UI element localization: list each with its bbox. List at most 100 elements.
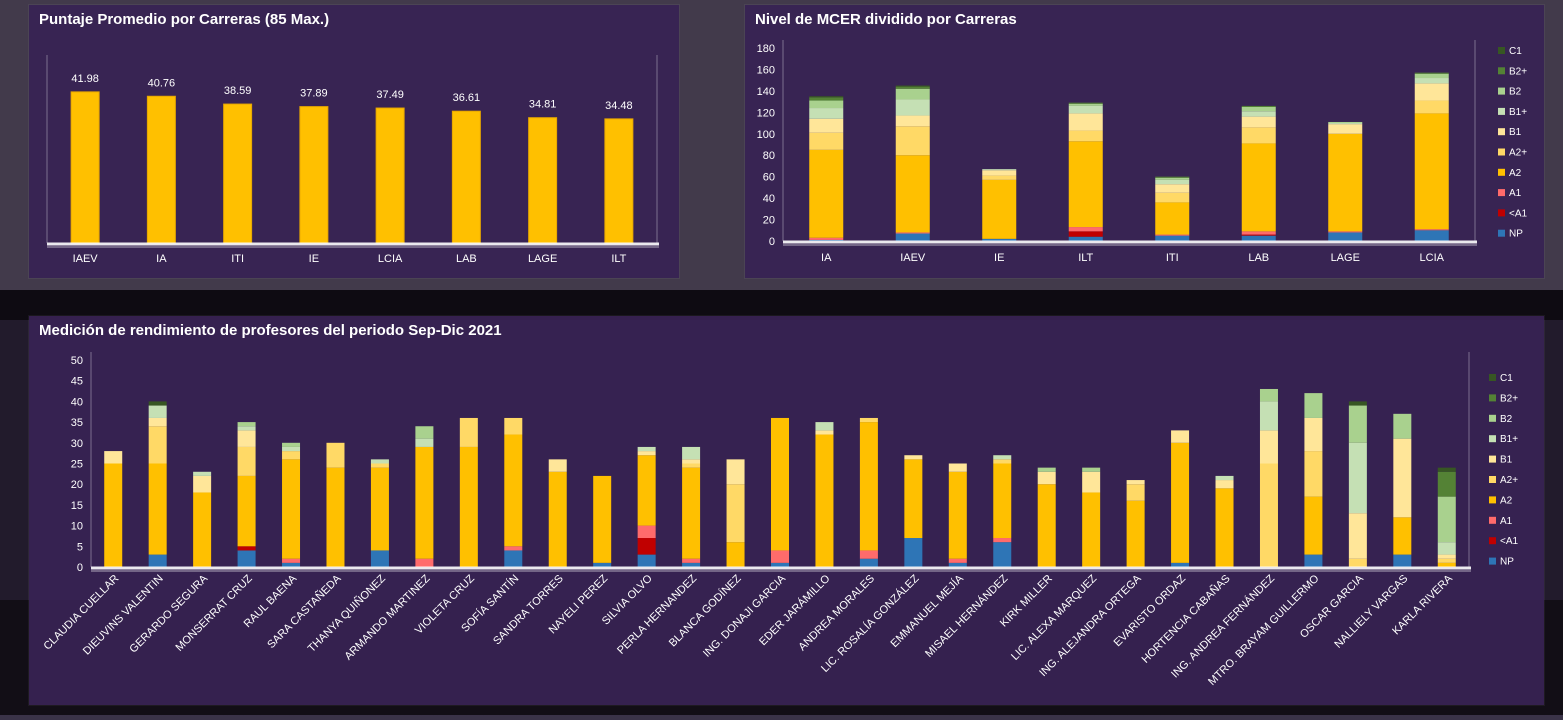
stacked-bar-segment (1068, 130, 1103, 142)
y-tick-label: 40 (71, 396, 83, 408)
bar (451, 110, 481, 244)
stacked-bar-segment (1304, 393, 1323, 418)
legend-swatch (1489, 414, 1496, 422)
stacked-bar-segment (904, 459, 923, 539)
y-tick-label: 0 (769, 236, 775, 248)
stacked-bar-segment (895, 232, 930, 234)
stacked-bar-segment (1437, 542, 1456, 555)
stacked-bar-segment (1155, 202, 1190, 235)
stacked-bar-segment (1259, 463, 1278, 567)
stacked-bar-segment (459, 417, 478, 447)
stacked-bar-segment (1304, 417, 1323, 452)
stacked-bar-segment (1414, 113, 1449, 230)
stacked-bar-segment (1259, 430, 1278, 464)
legend-label: A2 (1500, 495, 1513, 506)
stacked-bar-segment (895, 233, 930, 241)
y-tick-label: 25 (71, 459, 83, 471)
stacked-bar-segment (809, 96, 844, 98)
legend-swatch (1498, 67, 1505, 75)
stacked-bar-segment (895, 99, 930, 116)
stacked-bar-segment (1414, 230, 1449, 241)
stacked-bar-segment (104, 451, 123, 464)
stacked-bar-segment (809, 132, 844, 150)
stacked-bar-segment (1328, 124, 1363, 134)
bar (146, 95, 176, 244)
stacked-bar-segment (1393, 413, 1412, 439)
stacked-bar-segment (1068, 141, 1103, 228)
stacked-bar-segment (948, 558, 967, 563)
stacked-bar-segment (859, 422, 878, 551)
stacked-bar-segment (809, 237, 844, 240)
stacked-bar-segment (982, 169, 1017, 171)
y-tick-label: 180 (757, 43, 775, 55)
stacked-bar-segment (895, 88, 930, 100)
stacked-bar-segment (1241, 127, 1276, 144)
legend-swatch (1498, 107, 1505, 115)
stacked-bar-segment (993, 459, 1012, 464)
stacked-bar-segment (637, 525, 656, 539)
stacked-bar-segment (1241, 143, 1276, 232)
stacked-bar-segment (504, 434, 523, 547)
x-tick-label: ANDREA MORALES (796, 573, 877, 654)
stacked-bar-segment (771, 417, 789, 551)
y-tick-label: 20 (71, 479, 83, 491)
bar (70, 91, 100, 244)
data-label: 36.61 (453, 92, 481, 104)
stacked-bar-segment (1414, 229, 1449, 231)
stacked-bar-segment (859, 550, 878, 559)
stacked-bar-segment (1437, 471, 1456, 497)
legend-label: B1+ (1500, 434, 1518, 445)
stacked-bar-segment (1304, 451, 1323, 497)
legend-swatch (1498, 87, 1505, 95)
legend-label: B1 (1509, 127, 1522, 138)
stacked-bar-segment (1068, 102, 1103, 104)
stacked-bar-segment (895, 155, 930, 233)
stacked-bar-segment (1241, 105, 1276, 107)
stacked-bar-segment (637, 446, 656, 452)
stacked-bar-segment (726, 484, 745, 543)
legend-label: A2 (1509, 168, 1522, 179)
stacked-bar-segment (1304, 554, 1323, 567)
stacked-bar-segment (1348, 558, 1367, 567)
data-label: 40.76 (148, 77, 176, 89)
stacked-bar-segment (1241, 234, 1276, 236)
legend-swatch (1498, 128, 1505, 136)
stacked-bar-segment (1348, 513, 1367, 559)
x-tick-label: LCIA (1420, 252, 1445, 264)
legend-swatch (1498, 47, 1505, 54)
x-tick-label: IAEV (73, 253, 99, 265)
legend-label: A1 (1500, 516, 1513, 527)
legend-label: A1 (1509, 188, 1522, 199)
x-tick-label: LAB (456, 253, 477, 265)
stacked-bar-segment (415, 426, 434, 439)
stacked-bar-segment (504, 550, 523, 567)
legend-label: C1 (1509, 46, 1522, 57)
data-label: 34.81 (529, 99, 557, 111)
stacked-bar-segment (370, 463, 389, 468)
y-tick-label: 50 (71, 355, 83, 367)
stacked-bar-segment (895, 126, 930, 156)
stacked-bar-segment (1304, 496, 1323, 555)
stacked-bar-segment (809, 239, 844, 241)
stacked-bar-segment (237, 422, 256, 427)
legend-swatch (1498, 168, 1505, 176)
stacked-bar-segment (904, 538, 923, 567)
y-tick-label: 160 (757, 64, 775, 76)
x-tick-label: THANYA QUIÑONEZ (305, 572, 388, 655)
chart-title: Medición de rendimiento de profesores de… (39, 322, 502, 339)
stacked-bar-segment (1037, 467, 1056, 472)
stacked-bar-segment (682, 467, 701, 559)
stacked-bar-segment (104, 463, 123, 567)
stacked-bar-segment (1414, 78, 1449, 84)
stacked-bar-segment (415, 558, 434, 567)
x-tick-label: SARA CASTAÑEDA (265, 571, 345, 651)
stacked-bar-segment (1437, 467, 1456, 472)
data-label: 38.59 (224, 85, 252, 97)
stacked-bar-segment (1414, 73, 1449, 79)
legend-label: A2+ (1500, 475, 1518, 486)
x-tick-label: LIC. ALEXA MARQUEZ (1009, 572, 1099, 662)
bar (223, 103, 253, 244)
legend-swatch (1489, 496, 1496, 504)
data-label: 41.98 (71, 73, 99, 85)
stacked-bar-segment (1241, 106, 1276, 112)
